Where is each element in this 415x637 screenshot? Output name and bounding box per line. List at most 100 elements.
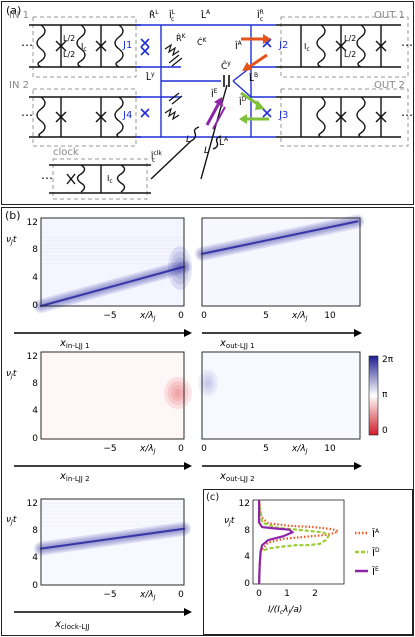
in1-box xyxy=(32,16,137,78)
in1-half-top: L/2 xyxy=(63,34,75,43)
series-line-D xyxy=(258,499,331,585)
ytick-label: 8 xyxy=(32,245,38,255)
out2-label: OUT 2 xyxy=(374,80,405,91)
axis-arrow-4 xyxy=(202,462,362,470)
circuit-diagram: IN 1 OUT 1 IN 2 OUT 2 clock ⋯ L/2 L/2 Ic… xyxy=(9,9,413,200)
xtick-group-3: −5 0 x/λJ xyxy=(103,444,184,455)
kink-line xyxy=(201,220,359,255)
label-LB: L̂B xyxy=(249,72,259,84)
ytick-label: 12 xyxy=(27,218,38,228)
heatmap-in-ljj-2 xyxy=(40,351,192,440)
label-Ly: L̂y xyxy=(146,71,155,83)
blob xyxy=(203,376,213,390)
panel-a-letter: (a) xyxy=(6,4,22,17)
link-L2: L xyxy=(204,146,209,156)
j4-label: J4 xyxy=(122,110,132,121)
kink-trace xyxy=(195,214,365,261)
blob xyxy=(164,377,192,409)
xaxis-label: x/λJ xyxy=(291,444,308,455)
axis-name-2: xout-LJJ 1 xyxy=(219,338,255,350)
axis-arrow-2 xyxy=(202,329,362,337)
ylabel-row1: νJt xyxy=(6,235,17,246)
xaxis-label: x/λJ xyxy=(139,311,156,322)
orange-arrow-diag xyxy=(242,53,268,71)
ytick-label: 4 xyxy=(244,552,250,562)
red-blob xyxy=(164,377,192,409)
ytick-group-3: 12 8 4 0 xyxy=(27,499,39,591)
kink-line xyxy=(40,527,185,550)
ytick-group-1: 12 8 4 0 xyxy=(27,218,39,311)
label-IcR: ÎR c xyxy=(256,9,264,23)
out1-half-top: L/2 xyxy=(344,34,356,43)
in2-label: IN 2 xyxy=(9,80,29,91)
out1-box xyxy=(280,16,409,78)
colorbar-tick-2pi: 2π xyxy=(382,355,394,365)
blue-blob xyxy=(198,369,218,397)
label-RK: R̂K xyxy=(176,33,187,43)
clock-label: clock xyxy=(53,147,79,158)
xtick-group-c: 0 1 2 xyxy=(256,589,318,599)
blob xyxy=(174,257,186,279)
ytick-label: 0 xyxy=(32,581,38,591)
purple-arrow xyxy=(205,97,226,130)
legend-label-E: ÎE xyxy=(371,565,379,578)
panel-c-letter: (c) xyxy=(206,492,220,503)
xtick-label: −5 xyxy=(103,311,116,321)
ytick-label: 8 xyxy=(32,526,38,536)
axis-arrow-1 xyxy=(14,329,192,337)
panel-b-frame xyxy=(1,207,414,636)
xtick-group-1: −5 0 x/λJ xyxy=(103,311,184,322)
series-line-E xyxy=(258,500,295,585)
plot-area xyxy=(252,499,345,585)
legend-label-A: ÎA xyxy=(371,527,380,540)
clock-link xyxy=(150,84,228,180)
j2-label: J2 xyxy=(278,40,288,51)
clock-ic2: Ic xyxy=(107,174,113,185)
xtick-label: 10 xyxy=(324,311,336,321)
ytick-label: 8 xyxy=(32,379,38,389)
xaxis-label: x/λJ xyxy=(139,590,156,601)
xtick-group-5: −5 0 x/λJ xyxy=(103,590,184,601)
legend-label-D: ÎD xyxy=(371,546,380,559)
xtick-label: 5 xyxy=(263,444,269,454)
label-IE: ÎE xyxy=(210,88,218,100)
panel-a-frame xyxy=(1,1,414,205)
panel-c-frame xyxy=(203,489,413,635)
xtick-group-4: 0 5 10 x/λJ xyxy=(201,444,336,455)
label-LA2: L̂A xyxy=(219,136,229,148)
xtick-label: −5 xyxy=(103,590,116,600)
kink-trace xyxy=(34,236,192,313)
legend: ÎA ÎD ÎE xyxy=(355,527,380,578)
ytick-group-2: 12 8 4 0 xyxy=(27,352,39,444)
blob xyxy=(200,372,216,394)
out1-label: OUT 1 xyxy=(374,10,405,21)
heatmap-out-ljj-1 xyxy=(195,214,365,307)
blob xyxy=(171,251,189,285)
in2-ladder xyxy=(29,96,141,138)
label-IA: ÎA xyxy=(234,40,243,52)
ytick-label: 12 xyxy=(27,352,38,362)
blob xyxy=(198,369,218,397)
label-CK: ĈK xyxy=(197,36,208,47)
xtick-label: 0 xyxy=(256,589,262,599)
kink-line xyxy=(40,265,185,307)
blob xyxy=(168,246,192,290)
ytick-label: 0 xyxy=(32,434,38,444)
out1-ic: Ic xyxy=(304,42,310,53)
out2-box xyxy=(280,88,409,147)
kink-trace xyxy=(34,503,191,556)
label-ID: ÎD xyxy=(238,96,247,108)
xtick-label: 0 xyxy=(178,311,184,321)
ytick-label: 4 xyxy=(32,406,38,416)
ytick-label: 4 xyxy=(32,273,38,283)
clock-ladder xyxy=(49,164,151,194)
rc-network-top xyxy=(164,43,183,67)
xtick-label: 0 xyxy=(178,444,184,454)
in1-ladder xyxy=(29,24,141,68)
colorbar-tick-0: 0 xyxy=(382,426,388,436)
in2-dots: ⋯ xyxy=(21,108,33,122)
capacitor-cy xyxy=(223,75,230,87)
ytick-group-c: 12 8 4 0 xyxy=(239,499,251,589)
